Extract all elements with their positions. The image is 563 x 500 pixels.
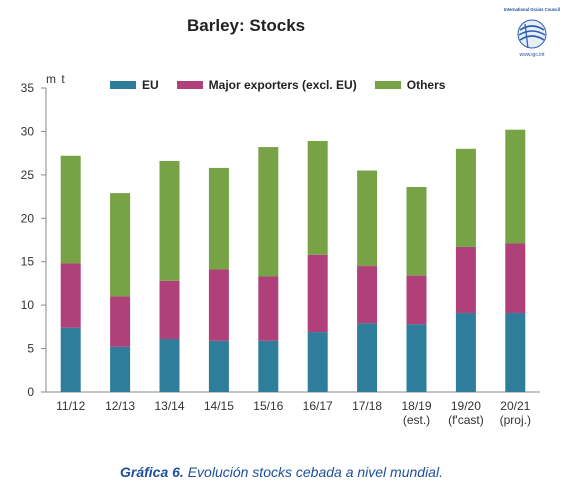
bar-segment-major-exporters — [110, 296, 131, 347]
legend-label-major-exporters: Major exporters (excl. EU) — [208, 78, 357, 92]
bar-segment-major-exporters — [258, 276, 279, 341]
x-tick-label: 18/19 — [401, 399, 431, 413]
x-tick-label: 15/16 — [253, 399, 283, 413]
caption-text: Evolución stocks cebada a nivel mundial. — [183, 464, 443, 480]
bar-segment-eu — [208, 340, 229, 392]
x-tick-sublabel: (f'cast) — [448, 413, 484, 427]
bar-segment-others — [406, 187, 427, 276]
bar-segment-others — [505, 129, 526, 244]
bar-segment-others — [208, 167, 229, 270]
bar-segment-others — [110, 193, 131, 297]
bar-segment-others — [258, 147, 279, 277]
x-tick-label: 11/12 — [56, 399, 85, 413]
stacked-bar-chart: 0 5 10 15 20 25 30 35 11/12 12/13 13/14 14/15 15/16 1… — [21, 81, 540, 427]
x-tick-label: 13/14 — [154, 399, 184, 413]
y-tick-label: 35 — [21, 81, 35, 95]
y-tick-label: 30 — [21, 124, 35, 138]
legend-item-major-exporters: Major exporters (excl. EU) — [176, 78, 357, 92]
caption-prefix: Gráfica 6. — [120, 464, 184, 480]
bar-segment-eu — [60, 327, 81, 392]
bar-segment-eu — [406, 324, 427, 392]
y-tick-label: 20 — [21, 211, 35, 225]
bar-segment-major-exporters — [60, 263, 81, 328]
figure-caption: Gráfica 6. Evolución stocks cebada a niv… — [0, 464, 563, 480]
legend-swatch-others — [374, 81, 401, 89]
y-tick-label: 10 — [21, 298, 35, 312]
bar-segment-eu — [258, 340, 279, 392]
bar-segment-major-exporters — [455, 246, 476, 313]
x-tick-label: 16/17 — [303, 399, 333, 413]
bar-segment-eu — [505, 312, 526, 392]
bar-segment-major-exporters — [159, 280, 180, 340]
bar-segment-eu — [159, 339, 180, 392]
x-tick-label: 12/13 — [105, 399, 135, 413]
y-tick-label: 0 — [27, 385, 34, 399]
bar-segment-others — [455, 148, 476, 247]
chart-legend: EU Major exporters (excl. EU) Others — [110, 78, 445, 92]
logo-url: www.igc.int — [519, 52, 545, 58]
y-axis-unit-label: m t — [46, 72, 66, 86]
bar-segment-major-exporters — [505, 243, 526, 313]
bar-segment-eu — [357, 323, 378, 392]
bar-segment-eu — [455, 312, 476, 392]
bar-segment-major-exporters — [406, 275, 427, 325]
igc-logo: International Grains Council www.igc.int — [503, 4, 561, 60]
legend-label-eu: EU — [142, 78, 159, 92]
bar-segment-others — [307, 140, 328, 255]
x-tick-label: 17/18 — [352, 399, 382, 413]
x-tick-label: 14/15 — [204, 399, 234, 413]
x-tick-sublabel: (proj.) — [500, 413, 531, 427]
legend-swatch-major-exporters — [176, 81, 203, 89]
x-tick-label: 19/20 — [451, 399, 481, 413]
legend-item-others: Others — [374, 78, 446, 92]
legend-item-eu: EU — [110, 78, 159, 92]
y-tick-label: 15 — [21, 255, 35, 269]
legend-swatch-eu — [110, 81, 136, 89]
chart-title: Barley: Stocks — [187, 16, 306, 35]
bar-segment-major-exporters — [208, 269, 229, 341]
bar-segment-others — [357, 170, 378, 267]
logo-org-name: International Grains Council — [504, 7, 560, 12]
y-tick-label: 25 — [21, 168, 35, 182]
bar-segment-eu — [110, 346, 131, 392]
y-tick-label: 5 — [27, 342, 34, 356]
bar-segment-others — [159, 160, 180, 281]
bar-segment-major-exporters — [307, 254, 328, 333]
bar-segment-eu — [307, 332, 328, 392]
x-tick-label: 20/21 — [500, 399, 530, 413]
x-tick-sublabel: (est.) — [403, 413, 430, 427]
bar-segment-others — [60, 155, 81, 264]
bar-segment-major-exporters — [357, 266, 378, 324]
legend-label-others: Others — [406, 78, 446, 92]
